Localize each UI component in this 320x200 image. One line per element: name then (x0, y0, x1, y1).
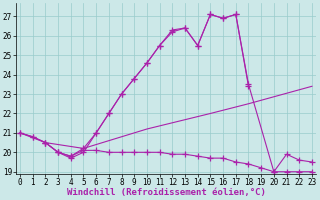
X-axis label: Windchill (Refroidissement éolien,°C): Windchill (Refroidissement éolien,°C) (67, 188, 265, 197)
